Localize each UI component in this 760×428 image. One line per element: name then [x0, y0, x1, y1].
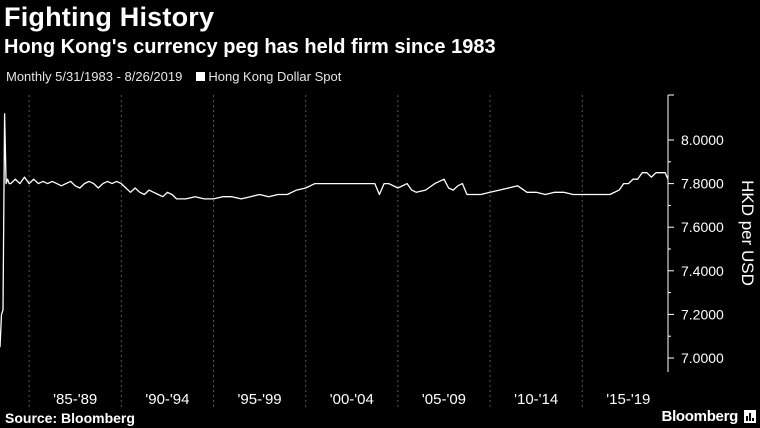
- y-axis: 7.0000 7.2000 7.4000 7.6000 7.8000 8.0000: [667, 94, 724, 372]
- x-tick-label: '00-'04: [330, 391, 374, 408]
- y-tick-label: 7.2000: [681, 306, 724, 322]
- legend-swatch: [196, 72, 206, 81]
- period-label: Monthly 5/31/1983 - 8/26/2019: [6, 69, 183, 84]
- x-tick-label: '10-'14: [514, 391, 558, 408]
- x-tick-label: '90-'94: [145, 391, 189, 408]
- chart-grid: [28, 95, 583, 410]
- series-line: [0, 113, 669, 348]
- chart-title: Fighting History: [4, 2, 215, 32]
- source-note: Source: Bloomberg: [5, 410, 135, 426]
- x-axis-labels: '85-'89 '90-'94 '95-'99 '00-'04 '05-'09 '10-'…: [53, 391, 650, 408]
- bloomberg-bars-icon: [744, 410, 756, 423]
- y-tick-label: 7.6000: [681, 219, 724, 235]
- legend-label: Hong Kong Dollar Spot: [208, 69, 342, 84]
- chart-subtitle: Hong Kong's currency peg has held firm s…: [4, 36, 496, 58]
- chart-meta: Monthly 5/31/1983 - 8/26/2019 Hong Kong D…: [6, 69, 341, 84]
- y-tick-label: 8.0000: [681, 132, 724, 148]
- y-axis-title: HKD per USD: [738, 180, 757, 286]
- y-tick-label: 7.4000: [681, 263, 724, 279]
- x-tick-label: '85-'89: [53, 391, 97, 408]
- x-tick-label: '15-'19: [606, 391, 650, 408]
- y-tick-label: 7.0000: [681, 350, 724, 366]
- brand-logo: Bloomberg: [661, 408, 739, 425]
- x-tick-label: '05-'09: [422, 391, 466, 408]
- x-tick-label: '95-'99: [238, 391, 282, 408]
- series-layer: [0, 113, 669, 348]
- y-tick-label: 7.8000: [681, 176, 724, 192]
